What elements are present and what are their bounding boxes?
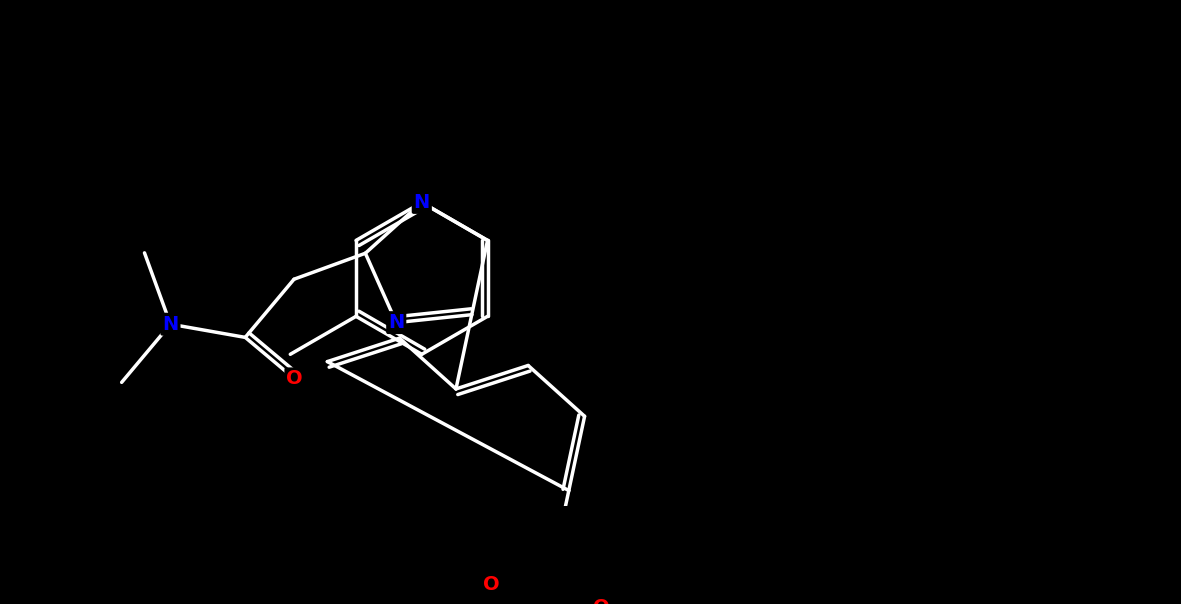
- Text: O: O: [483, 575, 500, 594]
- Text: N: N: [162, 315, 178, 333]
- Text: N: N: [389, 313, 404, 332]
- Text: O: O: [593, 599, 609, 604]
- Text: N: N: [413, 193, 430, 212]
- Text: O: O: [286, 370, 304, 388]
